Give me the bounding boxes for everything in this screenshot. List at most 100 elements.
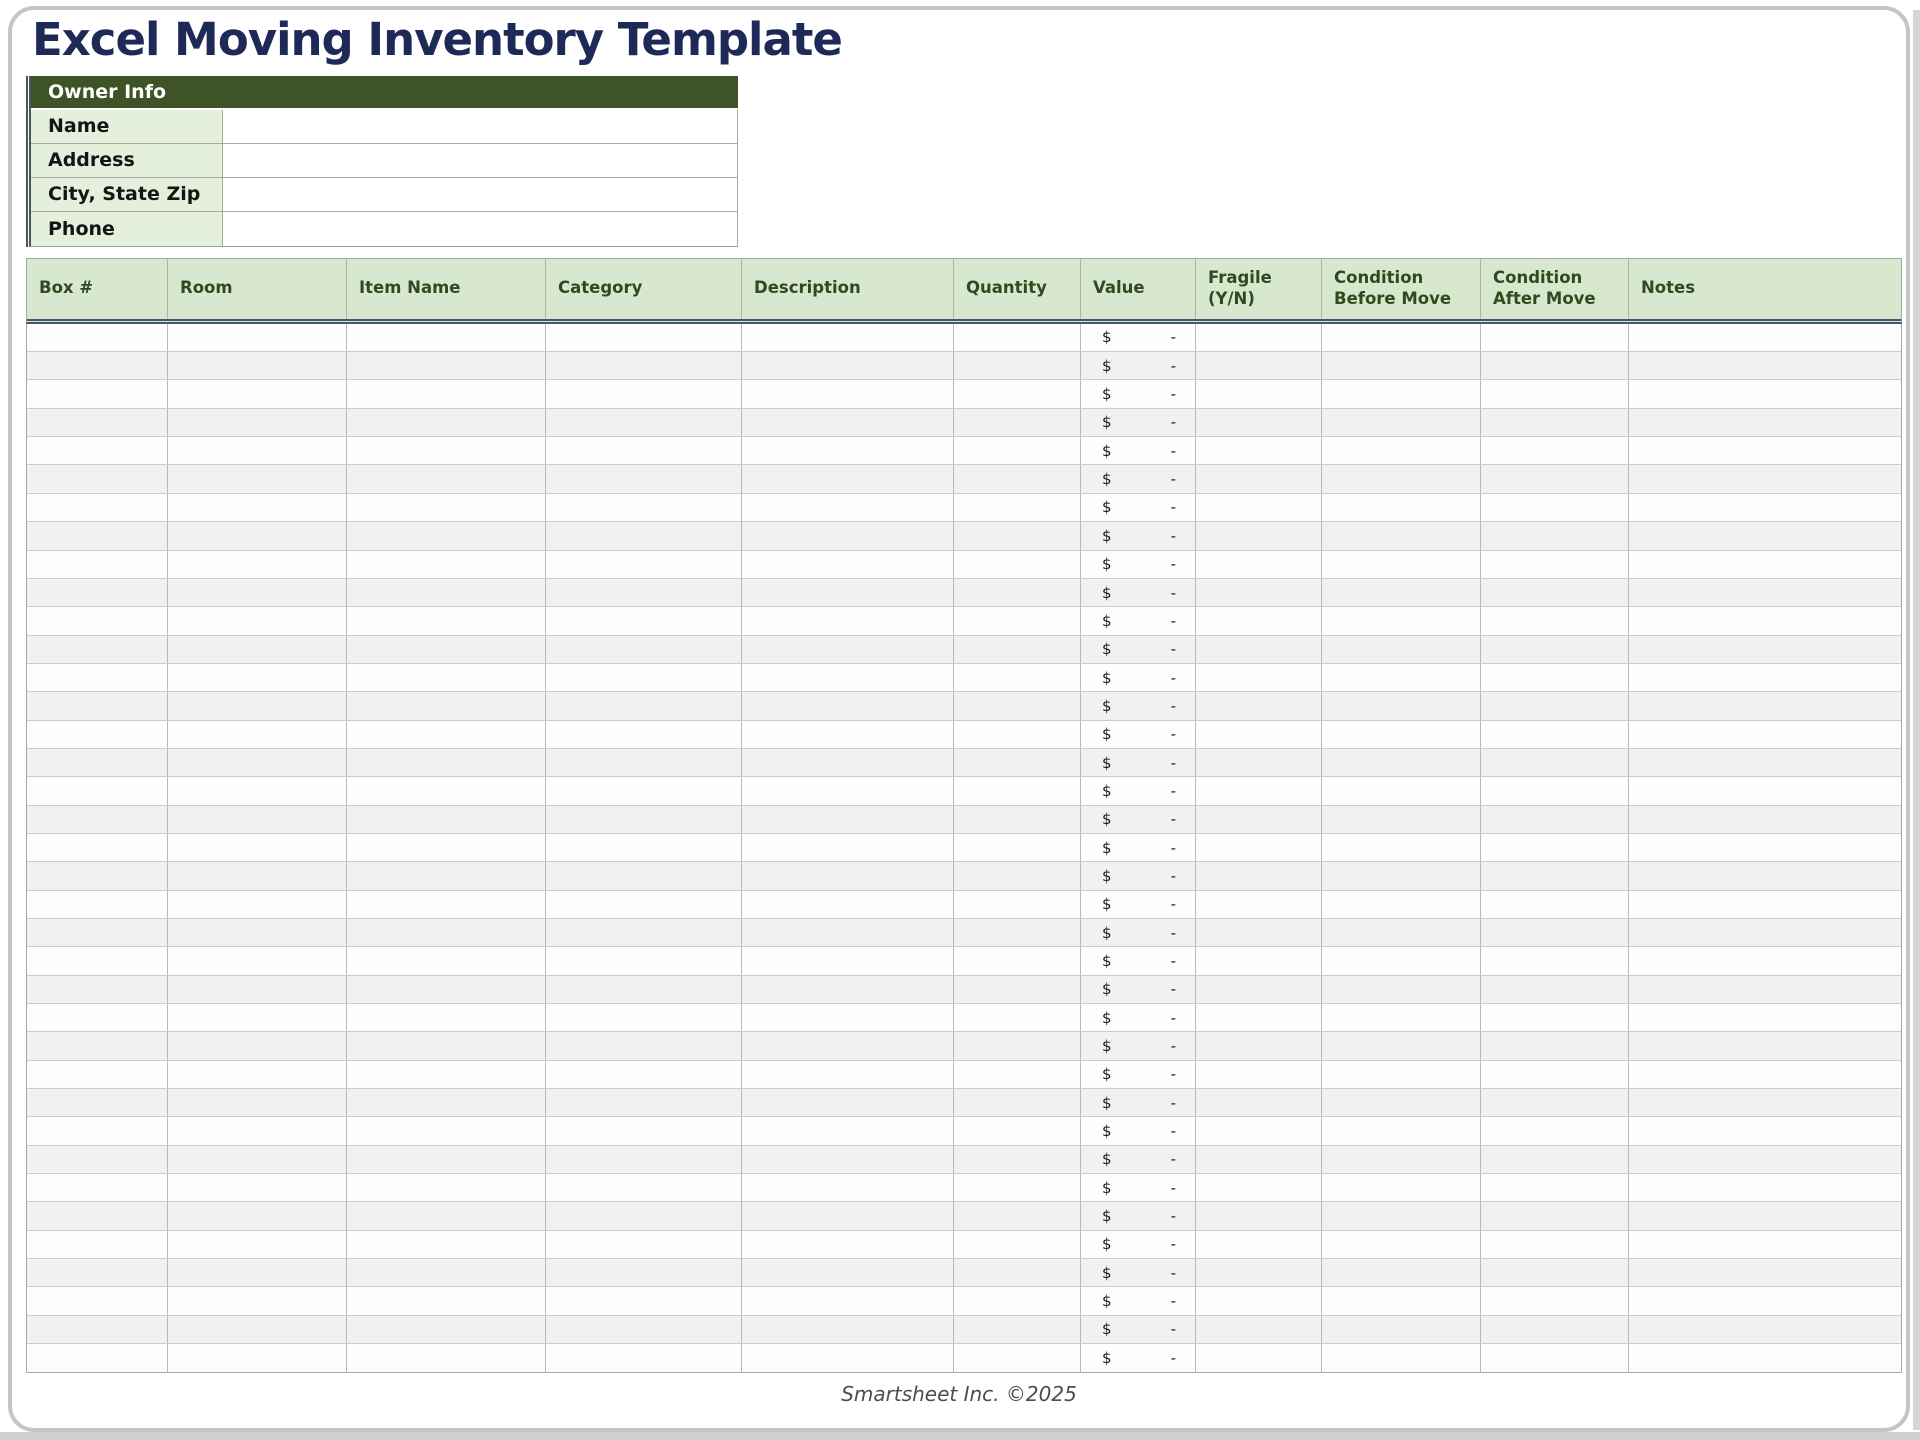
cell-fragile-y-n[interactable]	[1196, 352, 1322, 380]
cell-item-name[interactable]	[347, 1287, 546, 1315]
cell-condition-after-move[interactable]	[1481, 918, 1629, 947]
cell-notes[interactable]	[1629, 551, 1903, 578]
cell-box[interactable]	[27, 550, 168, 578]
cell-room[interactable]	[168, 720, 347, 748]
cell-quantity[interactable]	[954, 1259, 1081, 1287]
cell-room[interactable]	[168, 975, 347, 1003]
cell-item-name[interactable]	[347, 323, 546, 352]
cell-quantity[interactable]	[954, 918, 1081, 947]
cell-fragile-y-n[interactable]	[1196, 1089, 1322, 1117]
cell-item-name[interactable]	[347, 1145, 546, 1174]
cell-box[interactable]	[27, 862, 168, 890]
cell-room[interactable]	[168, 1174, 347, 1202]
cell-quantity[interactable]	[954, 833, 1081, 862]
cell-notes[interactable]	[1629, 522, 1903, 549]
cell-item-name[interactable]	[347, 493, 546, 522]
cell-room[interactable]	[168, 692, 347, 720]
cell-item-name[interactable]	[347, 437, 546, 465]
cell-quantity[interactable]	[954, 1315, 1081, 1344]
cell-category[interactable]	[546, 1060, 742, 1089]
cell-notes[interactable]	[1629, 777, 1903, 804]
cell-notes[interactable]	[1629, 862, 1903, 889]
cell-value[interactable]: $ -	[1081, 437, 1196, 465]
cell-room[interactable]	[168, 805, 347, 833]
cell-condition-before-move[interactable]	[1322, 1230, 1481, 1259]
cell-box[interactable]	[27, 465, 168, 493]
cell-quantity[interactable]	[954, 1145, 1081, 1174]
cell-item-name[interactable]	[347, 777, 546, 805]
cell-category[interactable]	[546, 1344, 742, 1373]
cell-quantity[interactable]	[954, 493, 1081, 522]
cell-item-name[interactable]	[347, 1174, 546, 1202]
cell-box[interactable]	[27, 1202, 168, 1230]
cell-fragile-y-n[interactable]	[1196, 1287, 1322, 1315]
cell-notes[interactable]	[1629, 1202, 1903, 1229]
cell-description[interactable]	[742, 1117, 954, 1145]
cell-value[interactable]: $ -	[1081, 352, 1196, 380]
cell-condition-before-move[interactable]	[1322, 493, 1481, 522]
cell-fragile-y-n[interactable]	[1196, 777, 1322, 805]
cell-description[interactable]	[742, 918, 954, 947]
cell-item-name[interactable]	[347, 1202, 546, 1230]
cell-item-name[interactable]	[347, 635, 546, 663]
cell-room[interactable]	[168, 1004, 347, 1032]
cell-room[interactable]	[168, 890, 347, 918]
cell-quantity[interactable]	[954, 437, 1081, 465]
cell-item-name[interactable]	[347, 1315, 546, 1344]
cell-condition-after-move[interactable]	[1481, 607, 1629, 635]
cell-description[interactable]	[742, 663, 954, 692]
cell-box[interactable]	[27, 323, 168, 352]
cell-category[interactable]	[546, 890, 742, 918]
cell-fragile-y-n[interactable]	[1196, 1174, 1322, 1202]
cell-notes[interactable]	[1629, 380, 1903, 407]
cell-quantity[interactable]	[954, 352, 1081, 380]
cell-fragile-y-n[interactable]	[1196, 1032, 1322, 1060]
cell-notes[interactable]	[1629, 692, 1903, 719]
cell-quantity[interactable]	[954, 748, 1081, 777]
cell-item-name[interactable]	[347, 1117, 546, 1145]
cell-quantity[interactable]	[954, 1202, 1081, 1230]
cell-condition-before-move[interactable]	[1322, 607, 1481, 635]
cell-condition-after-move[interactable]	[1481, 1344, 1629, 1373]
cell-fragile-y-n[interactable]	[1196, 323, 1322, 352]
cell-condition-before-move[interactable]	[1322, 578, 1481, 607]
cell-description[interactable]	[742, 1004, 954, 1032]
cell-condition-after-move[interactable]	[1481, 550, 1629, 578]
cell-notes[interactable]	[1629, 1004, 1903, 1031]
cell-item-name[interactable]	[347, 408, 546, 437]
cell-notes[interactable]	[1629, 1287, 1903, 1314]
cell-quantity[interactable]	[954, 635, 1081, 663]
cell-condition-after-move[interactable]	[1481, 777, 1629, 805]
owner-field-input-phone[interactable]	[223, 211, 737, 246]
cell-condition-after-move[interactable]	[1481, 493, 1629, 522]
cell-value[interactable]: $ -	[1081, 777, 1196, 805]
cell-condition-before-move[interactable]	[1322, 1145, 1481, 1174]
cell-condition-before-move[interactable]	[1322, 550, 1481, 578]
cell-notes[interactable]	[1629, 1032, 1903, 1059]
cell-category[interactable]	[546, 437, 742, 465]
cell-description[interactable]	[742, 1060, 954, 1089]
cell-quantity[interactable]	[954, 323, 1081, 352]
cell-notes[interactable]	[1629, 494, 1903, 521]
cell-fragile-y-n[interactable]	[1196, 550, 1322, 578]
cell-fragile-y-n[interactable]	[1196, 437, 1322, 465]
cell-quantity[interactable]	[954, 578, 1081, 607]
cell-condition-after-move[interactable]	[1481, 720, 1629, 748]
cell-description[interactable]	[742, 720, 954, 748]
cell-room[interactable]	[168, 352, 347, 380]
cell-condition-before-move[interactable]	[1322, 1089, 1481, 1117]
cell-value[interactable]: $ -	[1081, 1315, 1196, 1344]
cell-room[interactable]	[168, 1230, 347, 1259]
cell-value[interactable]: $ -	[1081, 550, 1196, 578]
cell-condition-before-move[interactable]	[1322, 1287, 1481, 1315]
cell-item-name[interactable]	[347, 862, 546, 890]
cell-notes[interactable]	[1629, 976, 1903, 1003]
cell-box[interactable]	[27, 947, 168, 975]
cell-value[interactable]: $ -	[1081, 947, 1196, 975]
cell-notes[interactable]	[1629, 1174, 1903, 1201]
cell-notes[interactable]	[1629, 1061, 1903, 1088]
cell-condition-after-move[interactable]	[1481, 1202, 1629, 1230]
cell-description[interactable]	[742, 1174, 954, 1202]
cell-description[interactable]	[742, 465, 954, 493]
cell-category[interactable]	[546, 1174, 742, 1202]
